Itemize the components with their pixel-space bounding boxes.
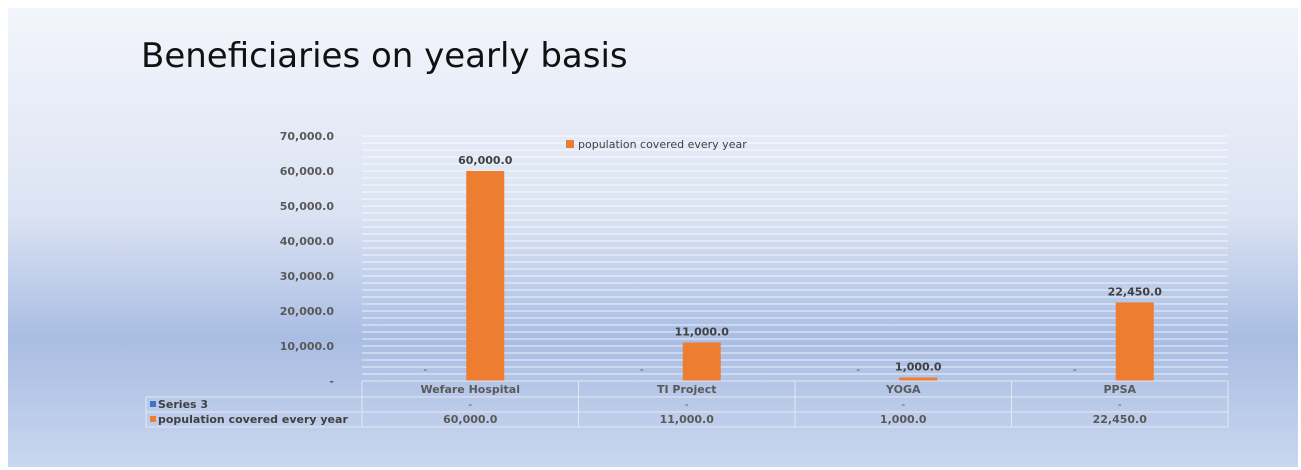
y-tick-label: 20,000.0 — [280, 305, 335, 318]
legend-label-population: population covered every year — [578, 138, 747, 151]
y-tick-label: 40,000.0 — [280, 235, 335, 248]
y-tick-label: 70,000.0 — [280, 130, 335, 143]
bar-population — [1115, 302, 1154, 381]
bar-population — [682, 342, 721, 381]
data-label-series-3: - — [1073, 363, 1077, 376]
data-label-population: 11,000.0 — [675, 326, 730, 339]
table-cell-value: 60,000.0 — [443, 413, 498, 426]
legend-swatch-population — [566, 140, 574, 148]
x-category-label: YOGA — [885, 383, 921, 396]
table-cell-value: - — [1118, 398, 1122, 411]
data-label-population: 22,450.0 — [1108, 285, 1163, 298]
data-label-population: 60,000.0 — [458, 154, 513, 167]
table-cell-value: - — [468, 398, 472, 411]
y-tick-label: 60,000.0 — [280, 165, 335, 178]
data-label-series-3: - — [856, 363, 860, 376]
x-category-label: Wefare Hospital — [420, 383, 520, 396]
bar-population — [899, 377, 938, 381]
y-tick-label: 30,000.0 — [280, 270, 335, 283]
table-legend-key — [150, 401, 156, 407]
y-tick-label: 50,000.0 — [280, 200, 335, 213]
table-legend-key — [150, 416, 156, 422]
x-category-label: TI Project — [657, 383, 716, 396]
data-label-series-3: - — [640, 363, 644, 376]
data-label-series-3: - — [423, 363, 427, 376]
table-series-name: population covered every year — [158, 413, 348, 426]
slide-background: Beneficiaries on yearly basis — [8, 8, 1298, 467]
y-tick-label: - — [329, 375, 334, 388]
table-cell-value: 11,000.0 — [660, 413, 715, 426]
x-category-label: PPSA — [1103, 383, 1136, 396]
bar-population — [466, 171, 505, 381]
table-cell-value: 1,000.0 — [880, 413, 927, 426]
table-cell-value: - — [901, 398, 905, 411]
data-label-population: 1,000.0 — [895, 361, 942, 374]
table-cell-value: 22,450.0 — [1093, 413, 1148, 426]
chart-title: Beneficiaries on yearly basis — [141, 36, 628, 76]
y-tick-label: 10,000.0 — [280, 340, 335, 353]
table-series-name: Series 3 — [158, 398, 208, 411]
table-cell-value: - — [685, 398, 689, 411]
